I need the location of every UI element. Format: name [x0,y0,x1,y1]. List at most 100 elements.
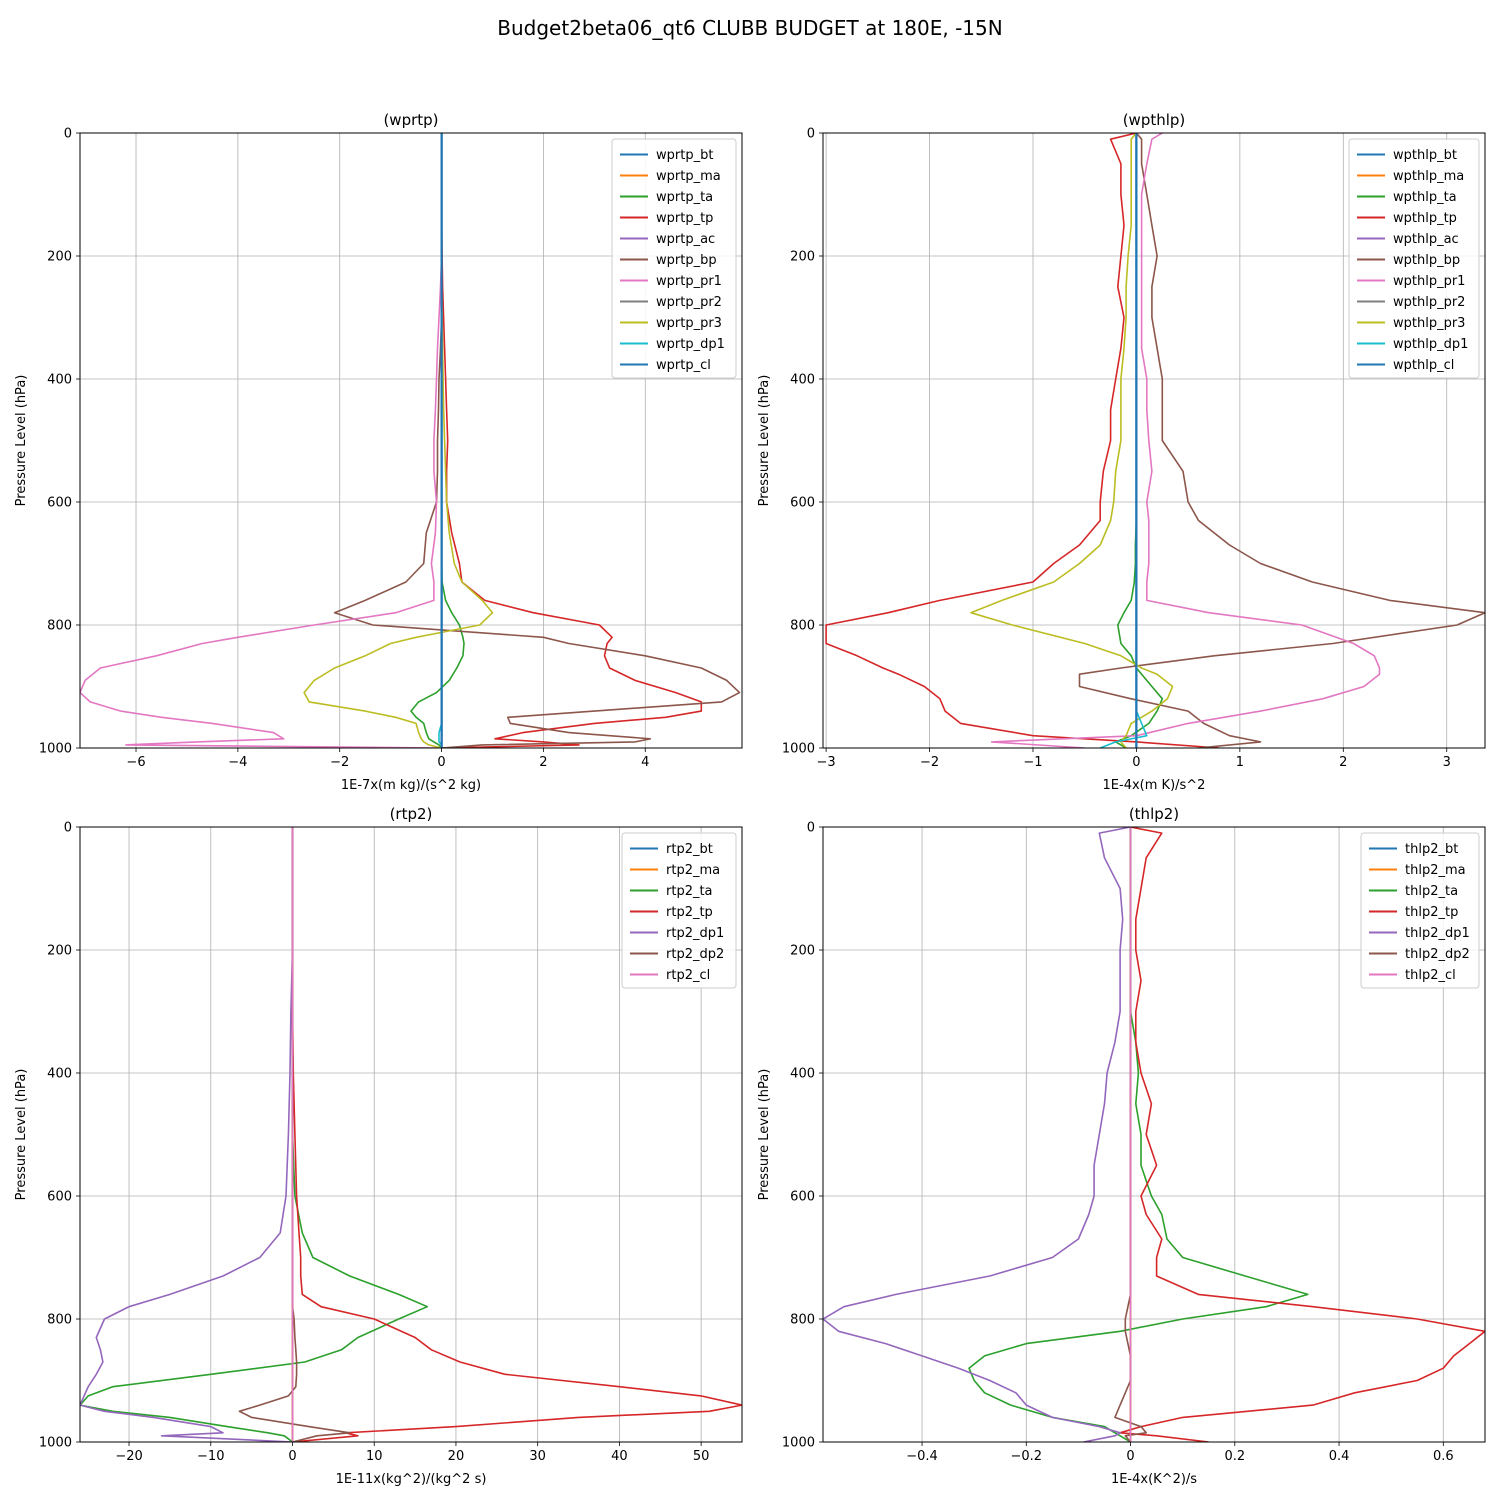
legend-label: rtp2_bt [666,842,713,857]
axes-frame [822,132,1486,749]
legend-label: wprtp_tp [656,211,713,226]
x-tick-label: −2 [330,755,349,770]
legend-box [1360,832,1480,989]
series-line-rtp2_dp1 [80,827,294,1442]
y-tick-label: 600 [790,496,815,511]
x-axis-label: 1E-4x(K^2)/s [1111,1472,1197,1487]
x-tick-label: 0 [1126,1449,1134,1464]
series-group [823,827,1485,1442]
legend-label: thlp2_dp2 [1405,947,1470,962]
legend-label: wprtp_pr1 [656,274,722,289]
legend-label: thlp2_tp [1405,905,1458,920]
legend-label: wprtp_dp1 [656,337,725,352]
legend-label: wpthlp_tp [1393,211,1457,226]
legend-label: thlp2_dp1 [1405,926,1470,941]
y-tick-label: 800 [47,1313,72,1328]
x-tick-label: 0.2 [1224,1449,1245,1464]
legend-label: wprtp_pr3 [656,316,722,331]
legend-label: thlp2_ma [1405,863,1466,878]
y-tick-label: 400 [47,1067,72,1082]
y-tick-label: 800 [790,1313,815,1328]
x-tick-label: 2 [1339,755,1347,770]
x-tick-label: 20 [448,1449,465,1464]
x-tick-label: −0.4 [906,1449,938,1464]
y-tick-label: 800 [47,619,72,634]
legend-label: rtp2_dp1 [666,926,724,941]
legend-label: wpthlp_bt [1393,148,1457,163]
series-line-wpthlp_pr3 [970,133,1174,748]
x-tick-label: −3 [817,755,836,770]
legend-label: wprtp_bp [656,253,717,268]
series-group [80,827,742,1442]
legend-label: wpthlp_pr2 [1393,295,1465,310]
legend: rtp2_bt rtp2_ma rtp2_ta rtp2_tp rtp2_dp1 rtp2… [621,832,737,989]
legend-label: wpthlp_bp [1393,253,1460,268]
y-tick-label: 0 [64,821,72,836]
x-tick-label: 2 [539,755,547,770]
series-line-thlp2_dp1 [823,827,1131,1442]
y-tick-label: 1000 [782,742,815,757]
y-tick-label: 200 [790,250,815,265]
x-tick-label: 40 [611,1449,628,1464]
y-axis-label: Pressure Level (hPa) [757,1069,772,1201]
legend-label: wpthlp_dp1 [1393,337,1468,352]
legend-label: wprtp_cl [656,358,711,373]
x-axis-label: 1E-7x(m kg)/(s^2 kg) [341,778,481,793]
x-tick-label: 0.6 [1433,1449,1454,1464]
legend-label: wprtp_ta [656,190,713,205]
chart-panel-4: −0.4 −0.2 0 0.2 0.4 0.6 0 200 400 600 800 1000 (thlp… [757,805,1486,1487]
y-axis-label: Pressure Level (hPa) [14,375,29,507]
y-tick-label: 1000 [782,1436,815,1451]
legend-label: thlp2_ta [1405,884,1458,899]
series-group [80,133,741,748]
figure-title: Budget2beta06_qt6 CLUBB BUDGET at 180E, … [497,16,1003,40]
x-tick-label: −2 [920,755,939,770]
legend-label: wpthlp_ma [1393,169,1464,184]
x-tick-label: 1 [1236,755,1244,770]
x-tick-label: −0.2 [1011,1449,1043,1464]
axes-frame [822,826,1486,1443]
legend-label: wpthlp_pr1 [1393,274,1465,289]
series-line-wpthlp_tp [825,133,1220,748]
y-tick-label: 0 [807,127,815,142]
y-tick-label: 1000 [39,1436,72,1451]
y-tick-label: 200 [47,250,72,265]
x-tick-label: 30 [529,1449,546,1464]
subplot-title: (rtp2) [390,805,433,823]
y-tick-label: 600 [47,1190,72,1205]
series-line-wprtp_pr3 [303,133,494,748]
series-line-rtp2_tp [291,827,742,1442]
x-tick-label: −20 [115,1449,142,1464]
legend-label: wpthlp_cl [1393,358,1454,373]
y-tick-label: 600 [790,1190,815,1205]
y-tick-label: 400 [790,373,815,388]
x-axis-label: 1E-4x(m K)/s^2 [1103,778,1206,793]
y-tick-label: 0 [807,821,815,836]
x-tick-label: 10 [366,1449,383,1464]
y-axis-label: Pressure Level (hPa) [14,1069,29,1201]
legend-label: wprtp_ma [656,169,721,184]
series-line-rtp2_ta [80,827,429,1442]
legend-box [621,832,737,989]
x-tick-label: 3 [1443,755,1451,770]
legend-label: wpthlp_ac [1393,232,1459,247]
legend-box [1348,138,1480,379]
legend-label: rtp2_dp2 [666,947,724,962]
y-tick-label: 600 [47,496,72,511]
y-tick-label: 200 [790,944,815,959]
y-axis-label: Pressure Level (hPa) [757,375,772,507]
x-tick-label: −6 [126,755,145,770]
y-tick-label: 0 [64,127,72,142]
x-tick-label: 0.4 [1329,1449,1350,1464]
subplot-title: (thlp2) [1129,805,1179,823]
series-line-thlp2_tp [1119,827,1485,1442]
y-tick-label: 400 [47,373,72,388]
x-tick-label: −10 [197,1449,224,1464]
legend-label: rtp2_ma [666,863,720,878]
legend-label: rtp2_tp [666,905,713,920]
chart-panel-1: −6 −4 −2 0 2 4 0 200 400 600 800 1000 (wprtp) 1E-7x(m… [14,111,743,793]
y-tick-label: 1000 [39,742,72,757]
legend: wprtp_bt wprtp_ma wprtp_ta wprtp_tp wprtp_ac… [611,138,737,379]
legend-label: rtp2_cl [666,968,710,983]
